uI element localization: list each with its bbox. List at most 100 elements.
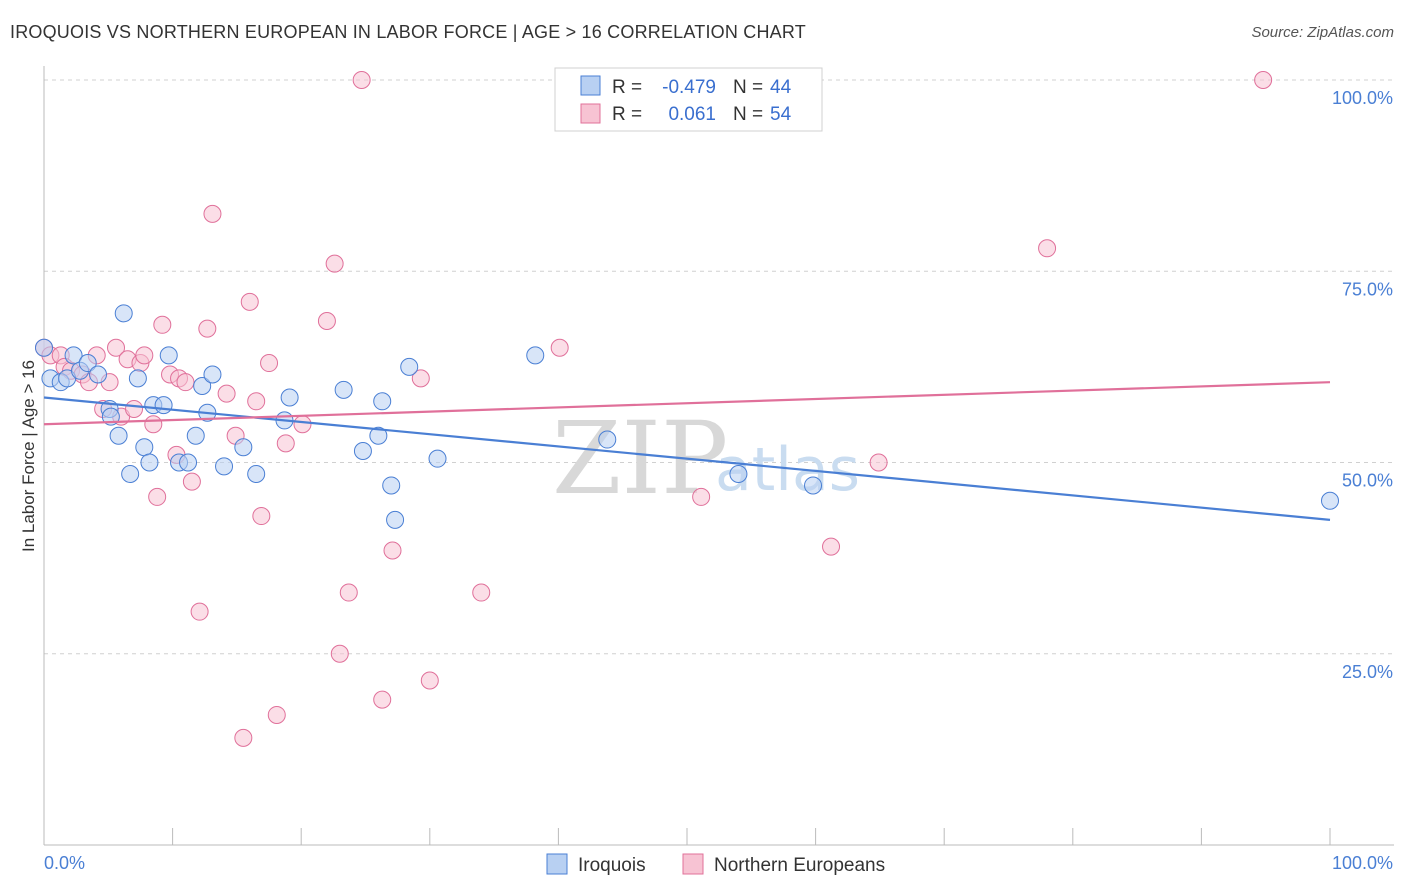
bottom-legend-label-iroquois: Iroquois xyxy=(578,855,646,876)
y-tick-label: 50.0% xyxy=(1342,471,1393,491)
legend-r-label-1: R = xyxy=(612,77,642,98)
data-point xyxy=(729,464,748,483)
data-point xyxy=(217,384,236,403)
data-point xyxy=(190,602,209,621)
data-point xyxy=(334,380,353,399)
data-point xyxy=(144,415,163,434)
data-point xyxy=(107,338,126,357)
data-point xyxy=(550,338,569,357)
data-point xyxy=(121,464,140,483)
data-point xyxy=(78,354,97,373)
bottom-legend-label-northern-europeans: Northern Europeans xyxy=(714,855,885,876)
data-point xyxy=(153,315,172,334)
data-point xyxy=(373,690,392,709)
bottom-legend-swatch-iroquois xyxy=(546,853,568,875)
y-axis-label: In Labor Force | Age > 16 xyxy=(19,360,38,552)
data-point xyxy=(159,346,178,365)
data-point xyxy=(154,396,173,415)
legend-r-label-2: R = xyxy=(612,104,642,125)
y-tick-label: 100.0% xyxy=(1332,88,1393,108)
legend-n-label-1: N = xyxy=(733,77,763,98)
chart-title: IROQUOIS VS NORTHERN EUROPEAN IN LABOR F… xyxy=(10,22,806,42)
data-point xyxy=(198,319,217,338)
data-point xyxy=(383,541,402,560)
data-point xyxy=(428,449,447,468)
data-point xyxy=(411,369,430,388)
data-point xyxy=(692,487,711,506)
data-point xyxy=(135,346,154,365)
data-point xyxy=(176,373,195,392)
data-point xyxy=(400,357,419,376)
grid-lines xyxy=(44,79,1394,655)
legend-n-value-1: 44 xyxy=(770,77,792,98)
data-point xyxy=(203,204,222,223)
bottom-legend-swatch-northern-europeans xyxy=(682,853,704,875)
data-point xyxy=(234,438,253,457)
x-tick-label-min: 0.0% xyxy=(44,853,85,873)
correlation-legend: R = -0.479 N = 44 R = 0.061 N = 54 xyxy=(554,67,823,132)
data-point xyxy=(260,354,279,373)
data-point xyxy=(182,472,201,491)
data-point xyxy=(247,464,266,483)
data-point xyxy=(114,304,133,323)
legend-r-value-2: 0.061 xyxy=(668,104,716,125)
data-point xyxy=(125,399,144,418)
data-point xyxy=(598,430,617,449)
data-point xyxy=(280,388,299,407)
data-point xyxy=(339,583,358,602)
data-point xyxy=(186,426,205,445)
data-point xyxy=(317,311,336,330)
source-label: Source: ZipAtlas.com xyxy=(1251,24,1394,41)
data-point xyxy=(252,507,271,526)
trend-line-northern-europeans xyxy=(43,381,1331,426)
data-point xyxy=(373,392,392,411)
series-legend: Iroquois Northern Europeans xyxy=(546,853,885,876)
legend-swatch-northern-europeans xyxy=(580,103,601,124)
data-point xyxy=(35,338,53,357)
data-point xyxy=(386,510,405,529)
data-point xyxy=(215,457,234,476)
data-point xyxy=(353,442,372,461)
data-point xyxy=(330,644,349,663)
y-tick-label: 75.0% xyxy=(1342,279,1393,299)
data-point xyxy=(267,705,286,724)
data-point xyxy=(109,426,128,445)
data-point xyxy=(89,365,108,384)
data-point xyxy=(128,369,147,388)
data-point xyxy=(203,365,222,384)
data-point xyxy=(140,453,159,472)
y-tick-labels: 25.0% 50.0% 75.0% 100.0% xyxy=(1332,88,1393,682)
legend-n-label-2: N = xyxy=(733,104,763,125)
data-point xyxy=(382,476,401,495)
data-point xyxy=(148,487,167,506)
data-point xyxy=(293,415,312,434)
data-point xyxy=(193,377,212,395)
x-axis-ticks xyxy=(172,828,1331,845)
data-point xyxy=(472,583,491,602)
data-point xyxy=(352,71,371,89)
data-point xyxy=(1038,239,1057,258)
legend-r-value-1: -0.479 xyxy=(662,77,716,98)
data-point xyxy=(526,346,545,365)
data-point xyxy=(420,671,439,690)
data-point xyxy=(64,346,83,365)
y-tick-label: 25.0% xyxy=(1342,662,1393,682)
x-tick-label-max: 100.0% xyxy=(1332,853,1393,873)
data-point xyxy=(276,434,295,453)
data-point xyxy=(869,453,888,472)
legend-swatch-iroquois xyxy=(580,75,601,96)
data-point xyxy=(240,292,259,311)
data-point xyxy=(1321,491,1339,510)
data-point xyxy=(1254,71,1273,89)
data-point xyxy=(325,254,344,273)
data-point xyxy=(247,392,266,411)
legend-n-value-2: 54 xyxy=(770,104,792,125)
data-point xyxy=(179,453,198,472)
data-point xyxy=(804,476,823,495)
trend-lines xyxy=(43,381,1331,521)
data-point xyxy=(234,728,253,747)
data-point xyxy=(369,426,388,445)
series-iroquois-points xyxy=(35,304,1339,529)
series-northern-europeans-points xyxy=(35,71,1273,747)
